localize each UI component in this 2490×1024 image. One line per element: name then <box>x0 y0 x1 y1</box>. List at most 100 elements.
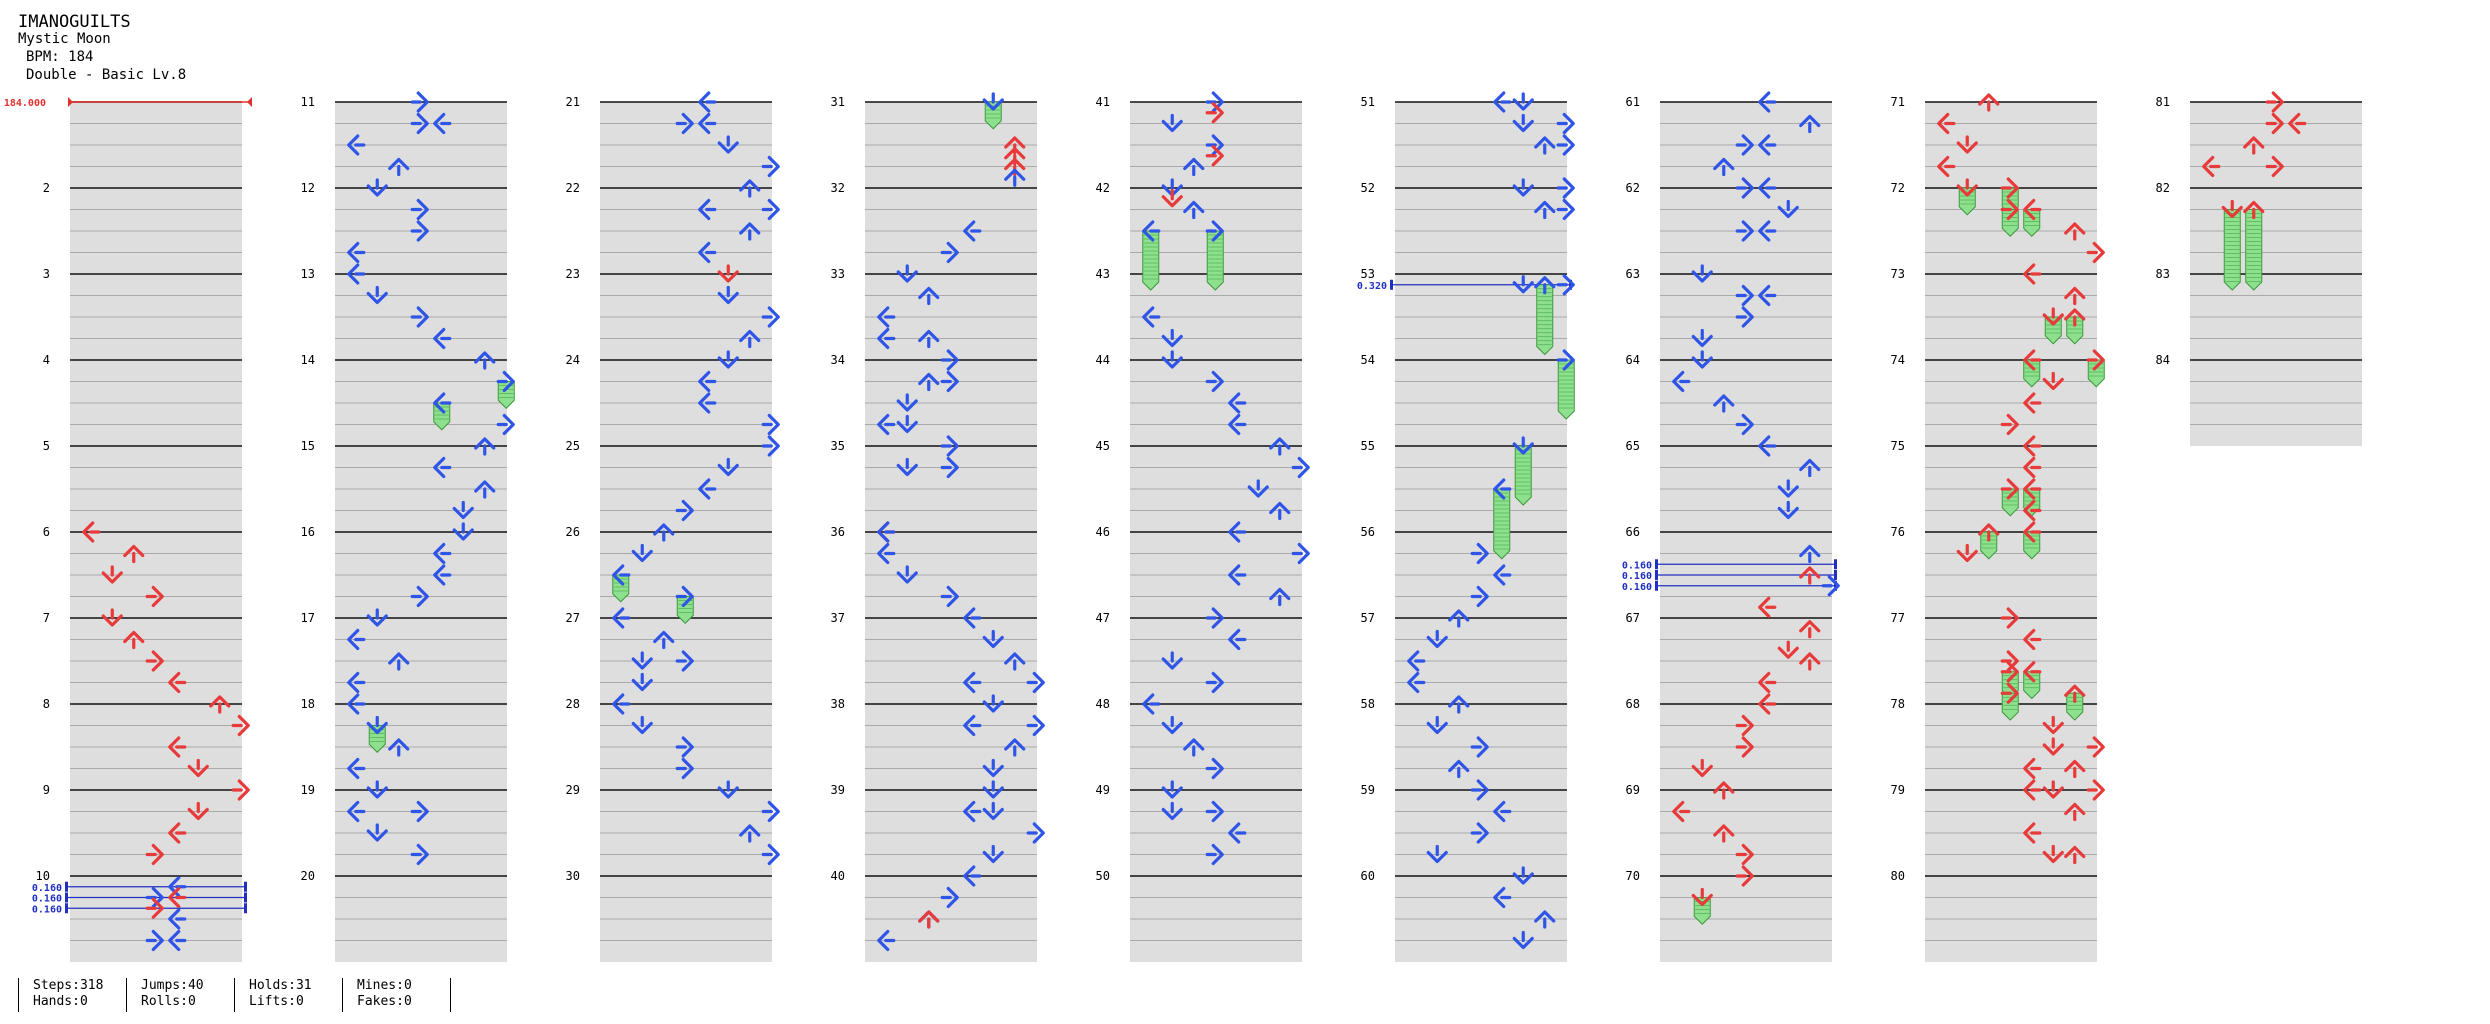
note-arrow <box>1269 501 1291 521</box>
beat-band <box>1660 532 1832 554</box>
measure-4: 4 <box>43 353 242 446</box>
measure-32: 32 <box>831 181 1037 274</box>
beat-band <box>865 360 1037 382</box>
beat-band <box>70 274 242 296</box>
note-arrow <box>231 714 250 737</box>
note-arrow <box>675 757 694 780</box>
note-arrow <box>631 715 653 735</box>
note-arrow <box>698 112 717 135</box>
beat-band <box>865 618 1037 640</box>
measure-number: 21 <box>566 95 580 109</box>
beat-band <box>70 145 242 167</box>
measure-number: 81 <box>2156 95 2170 109</box>
measure-27: 27 <box>566 611 772 704</box>
beat-band <box>335 575 507 597</box>
beat-band <box>1925 897 2097 919</box>
measure-number: 65 <box>1626 439 1640 453</box>
beat-band <box>1660 790 1832 812</box>
beat-band <box>335 553 507 575</box>
note-arrow <box>1713 394 1735 413</box>
beat-band <box>70 338 242 360</box>
note-arrow <box>940 435 959 457</box>
beat-band <box>1130 854 1302 876</box>
beat-band <box>70 940 242 962</box>
beat-band <box>1660 854 1832 876</box>
beat-band <box>600 424 772 446</box>
measure-74: 74 <box>1891 353 2097 446</box>
note-arrow <box>366 178 388 197</box>
note-arrow <box>1735 284 1754 307</box>
note-arrow <box>187 801 209 821</box>
note-arrow <box>123 544 145 564</box>
note-arrow <box>187 758 209 778</box>
note-arrow <box>101 565 123 584</box>
note-arrow <box>1534 910 1556 929</box>
note-arrow <box>896 414 918 434</box>
note-arrow <box>1512 113 1534 133</box>
beat-band <box>600 123 772 145</box>
beat-band <box>1130 704 1302 726</box>
beat-band <box>70 188 242 210</box>
note-arrow <box>366 285 388 305</box>
measure-50: 50 <box>1096 869 1302 962</box>
measure-number: 26 <box>566 525 580 539</box>
beat-band <box>335 252 507 274</box>
bpm-value: 184.000 <box>4 98 46 109</box>
note-arrow <box>1161 189 1183 208</box>
note-arrow <box>1937 112 1956 135</box>
stat-fakes: Fakes:0 <box>357 994 412 1009</box>
beat-band <box>2190 403 2362 425</box>
beat-band <box>2190 123 2362 145</box>
beat-band <box>70 166 242 188</box>
note-arrow <box>1470 542 1489 565</box>
note-arrow <box>698 370 717 393</box>
measure-number: 15 <box>301 439 315 453</box>
note-arrow <box>1799 114 1821 134</box>
beat-band <box>865 381 1037 403</box>
beat-band <box>1660 704 1832 726</box>
beat-band <box>335 102 507 124</box>
beat-band <box>2190 317 2362 339</box>
note-arrow <box>982 694 1004 713</box>
measure-79: 79 <box>1891 783 2097 876</box>
measure-number: 69 <box>1626 783 1640 797</box>
beat-band <box>2190 338 2362 360</box>
difficulty-label: Double - Basic Lv.8 <box>26 67 187 83</box>
measure-3: 3 <box>43 267 242 360</box>
note-arrow <box>2023 435 2042 457</box>
note-arrow <box>963 714 982 737</box>
note-arrow <box>1291 456 1310 479</box>
note-arrow <box>1205 607 1224 629</box>
beat-band <box>1925 102 2097 124</box>
note-arrow <box>1228 564 1247 586</box>
note-arrow <box>347 134 366 156</box>
measure-number: 4 <box>43 353 50 367</box>
beat-band <box>1395 467 1567 489</box>
beat-band <box>335 338 507 360</box>
measure-number: 59 <box>1361 783 1375 797</box>
measure-63: 63 <box>1626 267 1832 360</box>
beat-band <box>335 489 507 511</box>
note-arrow <box>717 264 739 283</box>
beat-band <box>1130 317 1302 339</box>
note-arrow <box>1799 620 1821 639</box>
note-arrow <box>1556 112 1575 135</box>
beat-band <box>335 596 507 618</box>
measure-5: 5 <box>43 439 242 532</box>
beat-band <box>1130 295 1302 317</box>
beat-band <box>600 317 772 339</box>
beat-band <box>1395 768 1567 790</box>
note-arrow <box>982 780 1004 799</box>
note-arrow <box>2086 736 2105 758</box>
note-arrow <box>2023 757 2042 780</box>
note-arrow <box>1758 134 1777 156</box>
beat-band <box>1130 166 1302 188</box>
measure-57: 57 <box>1361 611 1567 704</box>
note-arrow <box>1470 822 1489 844</box>
note-arrow <box>1142 306 1161 328</box>
note-arrow <box>145 929 164 952</box>
note-arrow <box>739 222 761 241</box>
beat-band <box>1130 876 1302 898</box>
beat-band <box>865 510 1037 532</box>
measure-number: 43 <box>1096 267 1110 281</box>
